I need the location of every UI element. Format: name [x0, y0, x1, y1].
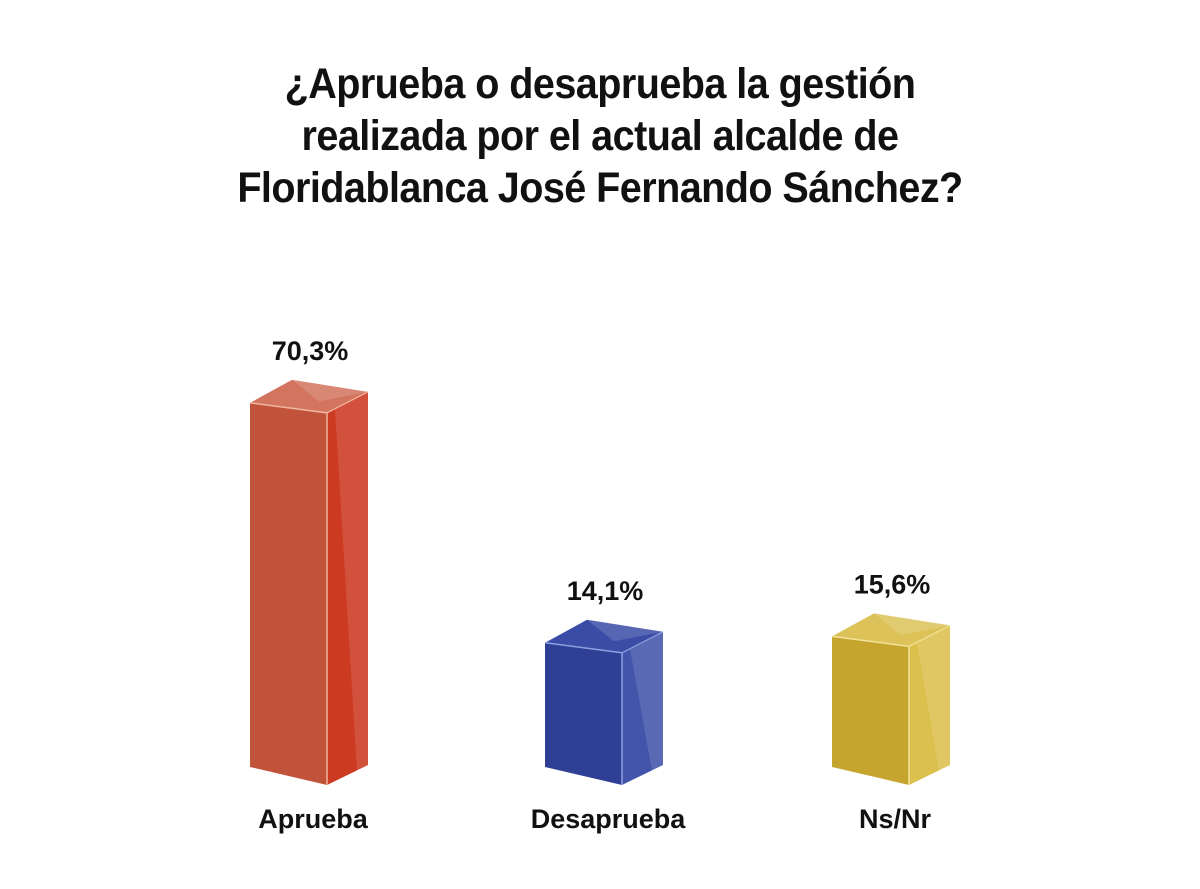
category-label: Aprueba	[258, 804, 369, 834]
bar-top-face	[832, 613, 950, 647]
bar-side-face	[622, 631, 663, 785]
title-line: realizada por el actual alcalde de	[301, 112, 899, 160]
bar-front-face	[250, 402, 327, 785]
bar-side-face	[909, 625, 950, 785]
value-label: 70,3%	[272, 336, 349, 366]
bar-top-highlight	[874, 613, 950, 635]
title-line: Floridablanca José Fernando Sánchez?	[237, 164, 963, 212]
bar-edge	[621, 631, 664, 654]
bar-edge	[908, 624, 951, 647]
bar-edge	[326, 391, 369, 414]
bar-desaprueba: 14,1% Desaprueba	[531, 576, 687, 834]
bar-top-highlight	[292, 379, 368, 402]
bar-top-face	[545, 619, 663, 653]
bar-top-highlight	[587, 619, 663, 642]
bar-front-face	[545, 642, 622, 785]
title-line: ¿Aprueba o desaprueba la gestión	[284, 60, 916, 108]
bar-top-face	[250, 379, 368, 413]
bar-side-face	[327, 391, 368, 785]
bar-side-highlight	[917, 625, 950, 771]
bar-nsnr: 15,6% Ns/Nr	[831, 569, 951, 834]
category-label: Desaprueba	[531, 804, 687, 834]
value-label: 14,1%	[567, 576, 644, 606]
bar-side-highlight	[335, 391, 368, 771]
bar-front-face	[832, 636, 909, 785]
value-label: 15,6%	[854, 569, 931, 599]
chart-title: ¿Aprueba o desaprueba la gestión realiza…	[0, 58, 1200, 214]
category-label: Ns/Nr	[859, 804, 932, 834]
bar-side-highlight	[630, 631, 663, 771]
bar-aprueba: 70,3% Aprueba	[249, 336, 369, 834]
